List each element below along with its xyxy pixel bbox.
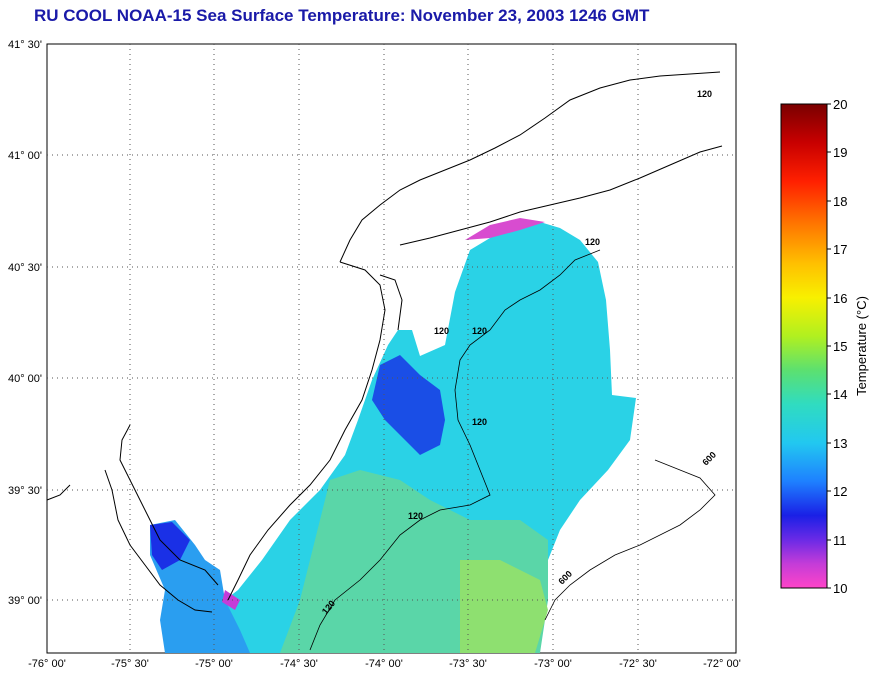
- contour-label: 120: [585, 237, 600, 247]
- colorbar-tick-label: 13: [833, 436, 847, 451]
- lon-label: -76° 00': [28, 658, 66, 670]
- coastline: [46, 71, 723, 613]
- contour-label: 120: [472, 417, 487, 427]
- lat-label: 40° 00': [8, 373, 42, 385]
- colorbar-tick-label: 11: [833, 533, 847, 548]
- lat-label: 39° 30': [8, 485, 42, 497]
- contour-label: 120: [697, 89, 712, 99]
- lon-label: -72° 00': [703, 658, 741, 670]
- colorbar-tick-label: 16: [833, 291, 847, 306]
- lat-label: 40° 30': [8, 262, 42, 274]
- lon-label: -75° 00': [195, 658, 233, 670]
- colorbar-label: Temperature (°C): [854, 296, 869, 396]
- colorbar-tick-label: 20: [833, 97, 847, 112]
- colorbar-gradient: [780, 103, 828, 589]
- lon-label: -72° 30': [619, 658, 657, 670]
- lon-label: -74° 00': [365, 658, 403, 670]
- colorbar-tick-label: 10: [833, 581, 847, 596]
- colorbar-tick-label: 15: [833, 339, 847, 354]
- sst-data-field: [150, 218, 636, 653]
- colorbar: 20 19 18 17 16 15 14 13 12 11 10 Tempera…: [780, 97, 869, 596]
- chart-title: RU COOL NOAA-15 Sea Surface Temperature:…: [34, 6, 650, 25]
- contour-label: 120: [472, 326, 487, 336]
- colorbar-tick-label: 18: [833, 194, 847, 209]
- isobath-contours: [309, 249, 716, 651]
- colorbar-tick-label: 12: [833, 484, 847, 499]
- lon-label: -73° 00': [534, 658, 572, 670]
- contour-label: 120: [408, 511, 423, 521]
- lon-label: -74° 30': [280, 658, 318, 670]
- lon-label: -73° 30': [449, 658, 487, 670]
- contour-label: 120: [434, 326, 449, 336]
- colorbar-tick-label: 14: [833, 387, 847, 402]
- lat-label: 41° 30': [8, 39, 42, 51]
- lat-label: 39° 00': [8, 595, 42, 607]
- lon-label: -75° 30': [111, 658, 149, 670]
- colorbar-ticks: [827, 103, 831, 589]
- lat-label: 41° 00': [8, 150, 42, 162]
- colorbar-tick-label: 19: [833, 145, 847, 160]
- colorbar-tick-label: 17: [833, 242, 847, 257]
